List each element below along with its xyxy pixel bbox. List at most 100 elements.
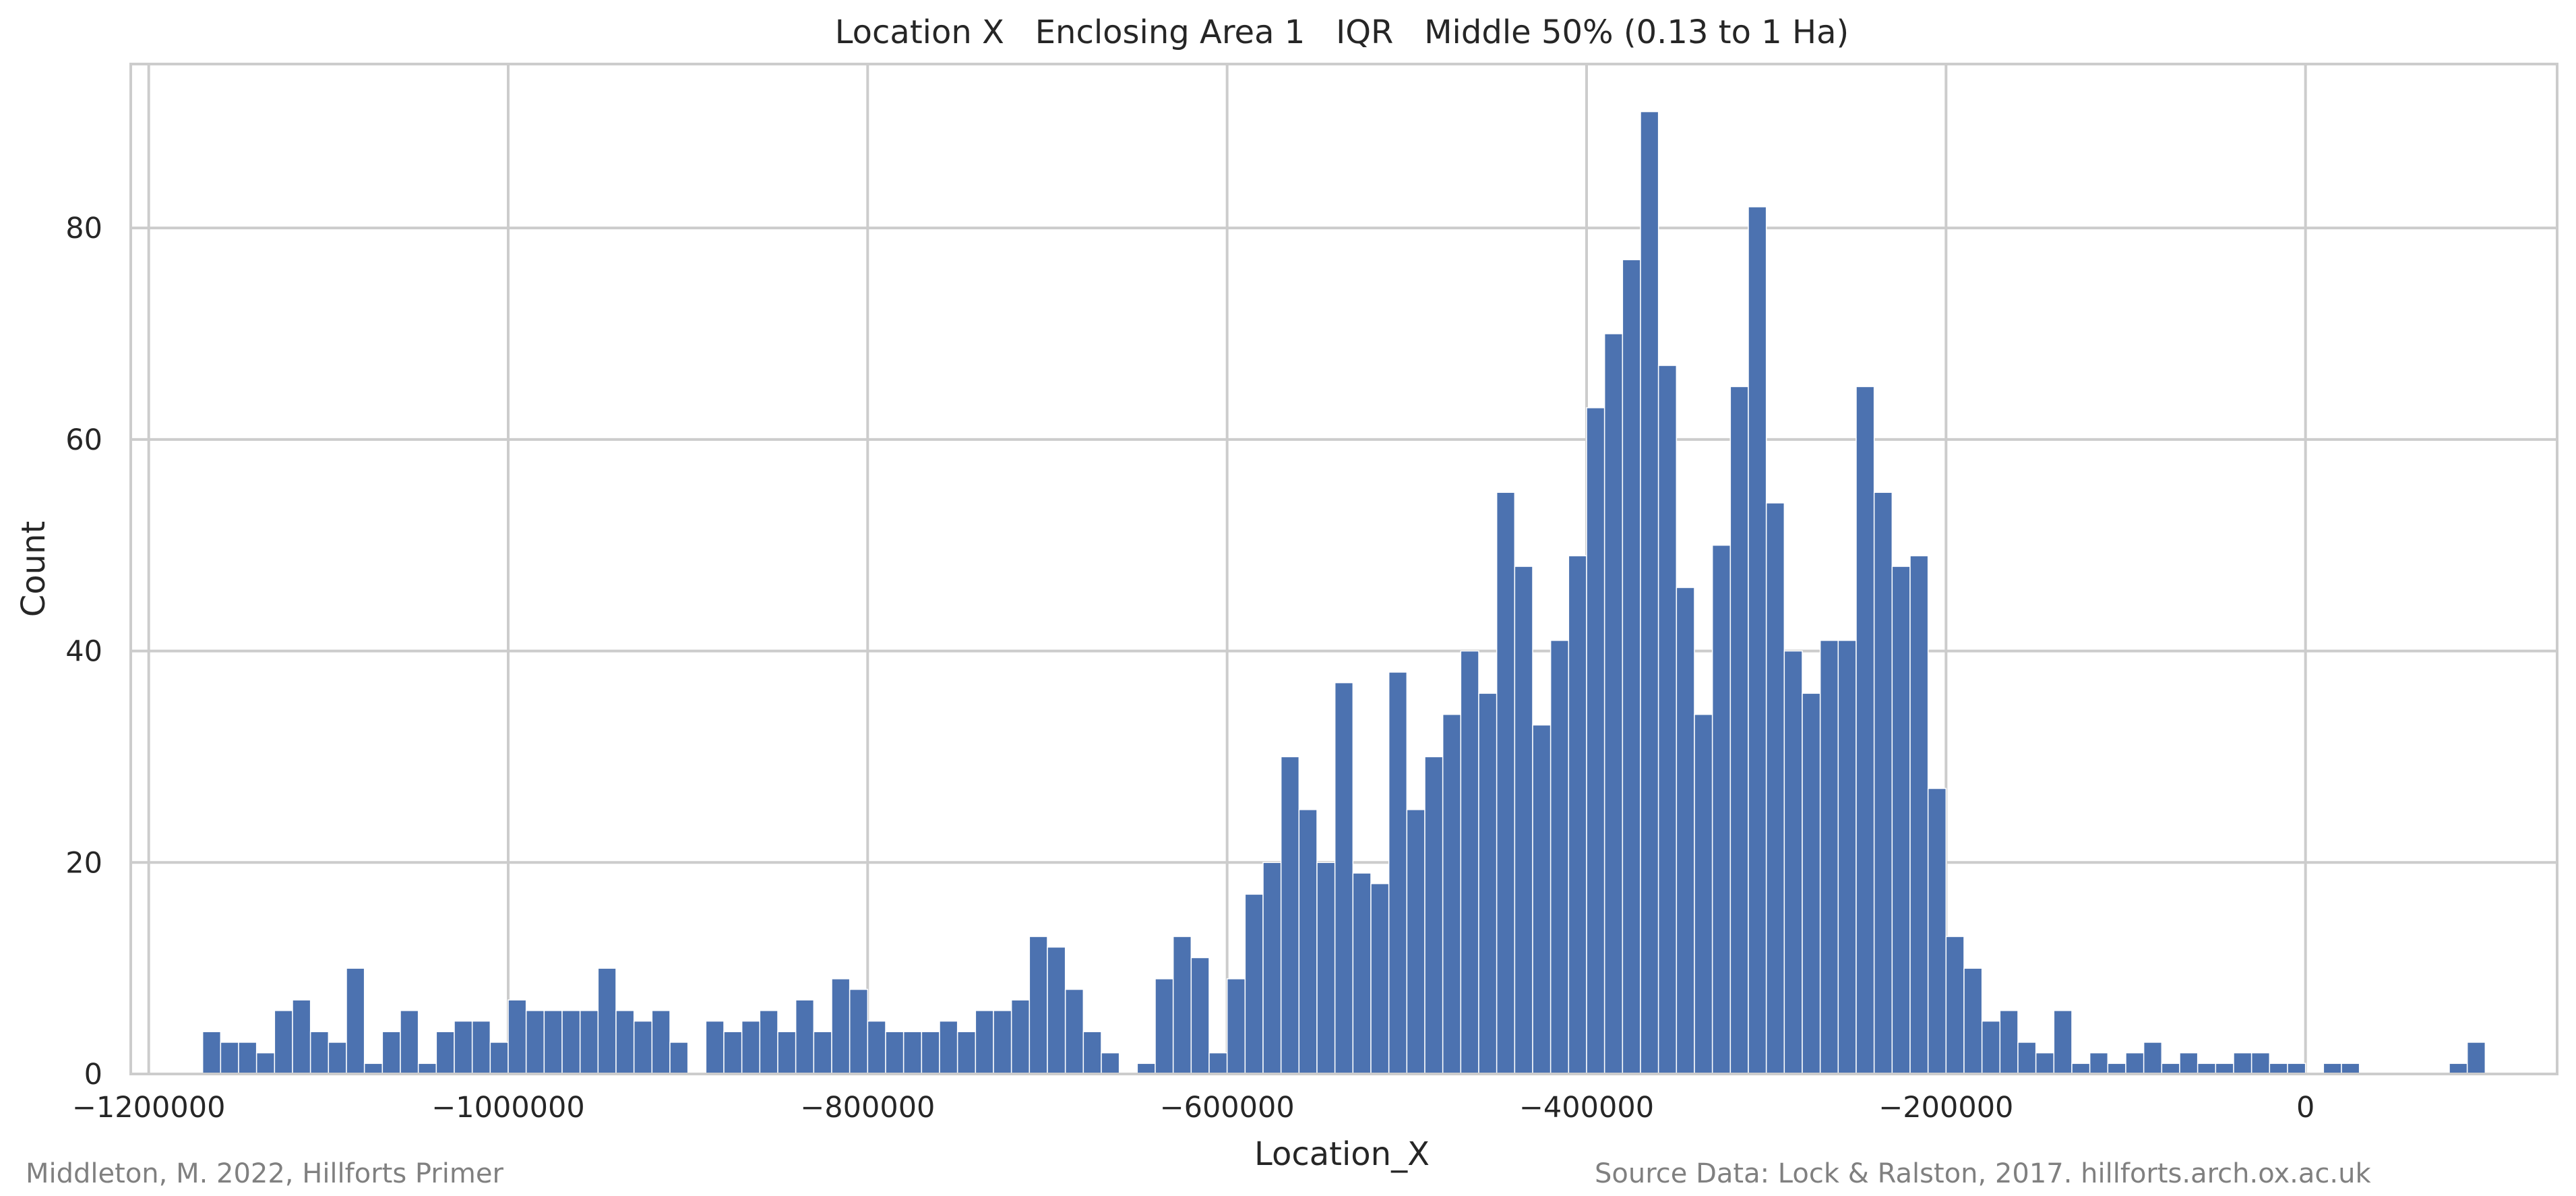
histogram-bar	[2341, 1063, 2360, 1075]
histogram-bar	[1136, 1063, 1156, 1075]
histogram-bar	[489, 1042, 509, 1075]
histogram-bar	[741, 1020, 761, 1075]
histogram-bar	[1802, 692, 1821, 1075]
histogram-bar	[1424, 756, 1444, 1075]
x-tick-label: 0	[2296, 1091, 2314, 1125]
histogram-bar	[220, 1042, 239, 1075]
histogram-bar	[1657, 365, 1678, 1075]
histogram-bar	[831, 978, 851, 1075]
histogram-bar	[2269, 1063, 2288, 1075]
histogram-bar	[1208, 1052, 1228, 1075]
histogram-bar	[867, 1020, 886, 1075]
x-tick-label: −600000	[1160, 1091, 1295, 1125]
histogram-bar	[2215, 1063, 2234, 1075]
x-tick-label: −200000	[1878, 1091, 2013, 1125]
x-tick-label: −1200000	[72, 1091, 226, 1125]
histogram-bar	[1748, 206, 1767, 1075]
histogram-bar	[1190, 957, 1210, 1075]
histogram-bar	[1550, 640, 1570, 1075]
histogram-bar	[1496, 491, 1516, 1075]
histogram-bar	[1819, 640, 1839, 1075]
histogram-bar	[363, 1063, 384, 1075]
histogram-bar	[1101, 1052, 1120, 1075]
x-tick-label: −400000	[1519, 1091, 1654, 1125]
histogram-bar	[400, 1010, 419, 1075]
histogram-bar	[1927, 787, 1947, 1075]
histogram-bar	[346, 967, 365, 1075]
histogram-bar	[1711, 544, 1731, 1075]
histogram-bar	[777, 1031, 797, 1075]
histogram-bar	[615, 1010, 635, 1075]
y-tick-label: 80	[65, 212, 102, 245]
histogram-bar	[543, 1010, 563, 1075]
histogram-bar	[1280, 756, 1300, 1075]
histogram-bar	[508, 999, 527, 1075]
histogram-bar	[1226, 978, 1246, 1075]
histogram-bar	[1765, 502, 1785, 1075]
bar-layer	[202, 111, 2486, 1075]
histogram-bar	[417, 1063, 437, 1075]
histogram-bar	[2323, 1063, 2342, 1075]
histogram-bar	[1694, 713, 1713, 1075]
histogram-bar	[1963, 967, 1983, 1075]
histogram-bar	[2107, 1063, 2126, 1075]
histogram-bar	[2161, 1063, 2180, 1075]
y-tick-label: 20	[65, 846, 102, 880]
histogram-bar	[2035, 1052, 2055, 1075]
histogram-bar	[1622, 259, 1641, 1075]
histogram-bar	[633, 1020, 653, 1075]
histogram-bar	[454, 1020, 473, 1075]
plot-frame	[129, 63, 2558, 1075]
y-axis-label: Count	[15, 521, 53, 618]
histogram-bar	[2449, 1063, 2468, 1075]
histogram-bar	[2053, 1010, 2073, 1075]
histogram-bar	[561, 1010, 581, 1075]
histogram-bar	[2089, 1052, 2109, 1075]
histogram-bar	[471, 1020, 491, 1075]
x-axis-label: Location_X	[1254, 1135, 1430, 1173]
histogram-bar	[1352, 872, 1372, 1075]
histogram-bar	[1603, 333, 1624, 1075]
histogram-bar	[2125, 1052, 2145, 1075]
x-tick-label: −800000	[800, 1091, 935, 1125]
histogram-bar	[1406, 809, 1425, 1075]
histogram-bar	[2197, 1063, 2217, 1075]
histogram-bar	[255, 1052, 276, 1075]
histogram-bar	[1388, 671, 1408, 1075]
histogram-bar	[1837, 640, 1857, 1075]
histogram-bar	[328, 1042, 347, 1075]
histogram-bar	[435, 1031, 455, 1075]
histogram-bar	[975, 1010, 994, 1075]
histogram-bar	[579, 1010, 599, 1075]
footer-source: Source Data: Lock & Ralston, 2017. hillf…	[1595, 1158, 2371, 1189]
histogram-bar	[274, 1010, 293, 1075]
histogram-bar	[885, 1031, 904, 1075]
histogram-bar	[1945, 936, 1965, 1075]
histogram-bar	[381, 1031, 401, 1075]
x-tick-labels: −1200000 −1000000 −800000 −600000 −400000 −20…	[72, 1091, 2314, 1125]
histogram-bar	[1729, 386, 1749, 1075]
histogram-bar	[759, 1010, 778, 1075]
histogram-bar	[2179, 1052, 2199, 1075]
histogram-bar	[1891, 566, 1911, 1075]
histogram-bar	[705, 1020, 725, 1075]
histogram-bar	[723, 1031, 743, 1075]
histogram-bar	[2233, 1052, 2252, 1075]
histogram-bar	[1064, 988, 1084, 1075]
histogram-bar	[292, 999, 311, 1075]
histogram-bar	[1442, 713, 1462, 1075]
histogram-bar	[1856, 386, 1875, 1075]
histogram-bar	[597, 967, 617, 1075]
histogram-bar	[1532, 724, 1552, 1075]
histogram-bar	[1262, 862, 1282, 1075]
y-tick-labels: 0 20 40 60 80	[65, 212, 102, 1092]
histogram-bar	[2466, 1042, 2486, 1075]
histogram-bar	[813, 1031, 832, 1075]
histogram-bar	[1568, 555, 1587, 1075]
histogram-bar	[1029, 936, 1048, 1075]
histogram-bar	[651, 1010, 671, 1075]
histogram-bar	[2071, 1063, 2091, 1075]
histogram-bar	[1244, 893, 1264, 1075]
histogram-bar	[902, 1031, 923, 1075]
